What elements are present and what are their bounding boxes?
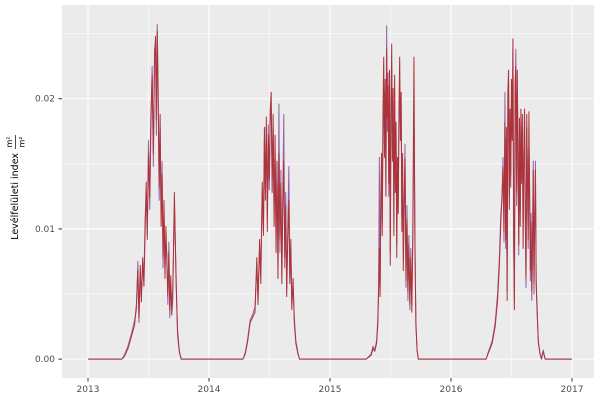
y-axis-title: Levélfelületi index m² m² <box>5 135 27 240</box>
lai-series-red-line <box>88 30 572 360</box>
y-axis-title-fraction-numerator: m² <box>5 137 14 148</box>
plot-panel <box>62 5 594 378</box>
y-tick-label-0.02: 0.02 <box>35 95 55 105</box>
y-tick-label-0.00: 0.00 <box>35 355 55 365</box>
x-tick-label-2016: 2016 <box>440 385 463 395</box>
y-axis-title-fraction-denominator: m² <box>18 137 27 148</box>
x-tick-label-2017: 2017 <box>561 385 584 395</box>
x-tick-label-2014: 2014 <box>198 385 221 395</box>
x-tick-label-2015: 2015 <box>319 385 342 395</box>
y-tick-label-0.01: 0.01 <box>35 225 55 235</box>
x-tick-label-2013: 2013 <box>77 385 100 395</box>
y-axis-title-text: Levélfelületi index <box>10 153 21 240</box>
